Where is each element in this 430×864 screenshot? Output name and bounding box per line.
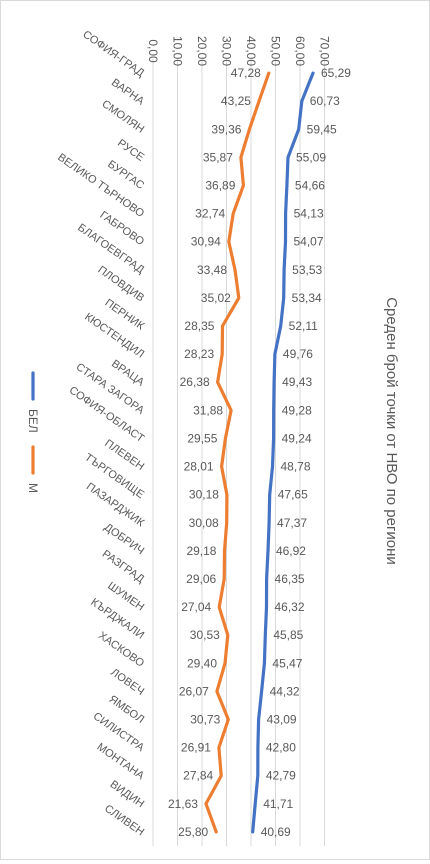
data-label: 42,80 bbox=[266, 741, 296, 755]
data-label: 28,23 bbox=[184, 347, 214, 361]
legend-label: БЕЛ bbox=[26, 409, 40, 433]
data-label: 30,73 bbox=[190, 713, 220, 727]
data-label: 29,06 bbox=[186, 572, 216, 586]
data-label: 43,09 bbox=[267, 713, 297, 727]
data-labels: 65,29 60,73 59,45 55,09 54,66 54,13 54,07 53,53… bbox=[168, 66, 351, 839]
data-label: 35,87 bbox=[203, 150, 233, 164]
data-label: 21,63 bbox=[168, 797, 198, 811]
data-label: 25,80 bbox=[178, 825, 208, 839]
data-label: 49,76 bbox=[283, 347, 313, 361]
data-label: 27,04 bbox=[181, 600, 211, 614]
tick-label: 40,00 bbox=[244, 36, 258, 66]
data-label: 46,32 bbox=[274, 600, 304, 614]
legend-label: М bbox=[26, 483, 40, 493]
series-lines bbox=[204, 71, 315, 834]
chart-title: Среден брой точки от НВО по региони bbox=[383, 297, 400, 565]
category-label: БЛАГОЕВГРАД bbox=[75, 222, 146, 277]
tick-label: 50,00 bbox=[269, 36, 283, 66]
data-label: 59,45 bbox=[307, 122, 337, 136]
tick-label: 20,00 bbox=[195, 36, 209, 66]
data-label: 27,84 bbox=[183, 769, 213, 783]
data-label: 26,07 bbox=[179, 684, 209, 698]
data-label: 46,35 bbox=[275, 572, 305, 586]
data-label: 44,32 bbox=[270, 684, 300, 698]
value-axis-ticks: 0,00 10,00 20,00 30,00 40,00 50,00 60,00 70,00 bbox=[146, 36, 332, 66]
category-label: СОФИЯ-ГРАД bbox=[80, 28, 146, 79]
legend: БЕЛ М bbox=[26, 371, 40, 493]
data-label: 45,85 bbox=[273, 628, 303, 642]
gridlines bbox=[152, 59, 325, 846]
data-label: 49,43 bbox=[282, 375, 312, 389]
data-label: 52,11 bbox=[289, 319, 318, 333]
data-label: 26,91 bbox=[181, 741, 211, 755]
data-label: 43,25 bbox=[221, 94, 251, 108]
data-label: 65,29 bbox=[321, 66, 351, 80]
data-label: 54,07 bbox=[293, 235, 323, 249]
data-label: 30,94 bbox=[191, 235, 221, 249]
tick-label: 0,00 bbox=[146, 39, 160, 63]
data-label: 49,24 bbox=[282, 431, 312, 445]
data-label: 40,69 bbox=[261, 825, 291, 839]
tick-label: 10,00 bbox=[171, 36, 185, 66]
data-label: 53,53 bbox=[292, 263, 322, 277]
data-label: 29,40 bbox=[187, 656, 217, 670]
data-label: 47,65 bbox=[278, 488, 308, 502]
data-label: 60,73 bbox=[310, 94, 340, 108]
data-label: 47,37 bbox=[277, 516, 307, 530]
data-label: 46,92 bbox=[276, 544, 306, 558]
series-line-0 bbox=[251, 71, 315, 834]
data-label: 30,18 bbox=[189, 488, 219, 502]
data-label: 28,01 bbox=[184, 460, 214, 474]
data-label: 54,66 bbox=[295, 178, 325, 192]
data-label: 30,53 bbox=[190, 628, 220, 642]
data-label: 55,09 bbox=[296, 150, 326, 164]
tick-label: 60,00 bbox=[293, 36, 307, 66]
data-label: 31,88 bbox=[193, 403, 223, 417]
category-label: РУСЕ bbox=[115, 137, 146, 164]
data-label: 28,35 bbox=[184, 319, 214, 333]
data-label: 54,13 bbox=[294, 207, 324, 221]
series-line-1 bbox=[204, 71, 271, 834]
data-label: 53,34 bbox=[292, 291, 322, 305]
chart-title-group: Среден брой точки от НВО по региони bbox=[383, 297, 400, 565]
data-label: 26,38 bbox=[180, 375, 210, 389]
data-label: 32,74 bbox=[195, 207, 225, 221]
data-label: 30,08 bbox=[189, 516, 219, 530]
data-label: 39,36 bbox=[211, 122, 241, 136]
data-label: 42,79 bbox=[266, 769, 296, 783]
data-label: 41,71 bbox=[263, 797, 293, 811]
data-label: 47,28 bbox=[231, 66, 261, 80]
data-label: 48,78 bbox=[281, 460, 311, 474]
data-label: 29,18 bbox=[186, 544, 216, 558]
tick-label: 70,00 bbox=[318, 36, 332, 66]
data-label: 45,47 bbox=[272, 656, 302, 670]
data-label: 49,28 bbox=[282, 403, 312, 417]
data-label: 35,02 bbox=[201, 291, 231, 305]
data-label: 29,55 bbox=[187, 431, 217, 445]
data-label: 36,89 bbox=[205, 178, 235, 192]
tick-label: 30,00 bbox=[220, 36, 234, 66]
data-label: 33,48 bbox=[197, 263, 227, 277]
